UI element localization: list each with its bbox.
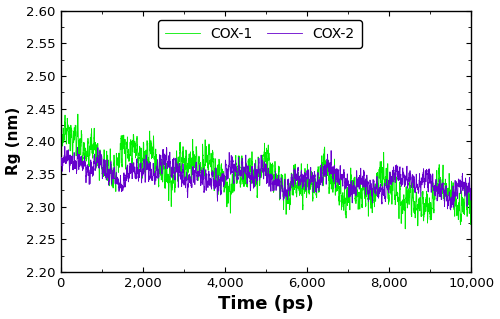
Legend: COX-1, COX-2: COX-1, COX-2 [158,20,362,48]
COX-1 [304,185,310,189]
COX-1 [396,195,402,199]
COX-2 [325,166,331,169]
COX-1 [468,205,474,209]
Line: COX-2: COX-2 [60,146,472,210]
COX-2 [58,168,64,172]
Line: COX-1: COX-1 [60,114,472,229]
COX-1 [58,137,64,141]
COX-2 [304,169,310,173]
X-axis label: Time (ps): Time (ps) [218,295,314,314]
COX-2 [448,208,454,212]
COX-1 [132,146,138,150]
COX-2 [364,185,370,189]
COX-1 [402,227,408,231]
COX-2 [214,192,220,196]
COX-1 [75,112,81,116]
COX-2 [62,145,68,148]
COX-1 [325,160,331,164]
COX-2 [396,176,402,180]
COX-2 [468,179,474,183]
Y-axis label: Rg (nm): Rg (nm) [6,107,20,175]
COX-1 [214,164,220,168]
COX-2 [132,172,138,175]
COX-1 [364,188,370,192]
